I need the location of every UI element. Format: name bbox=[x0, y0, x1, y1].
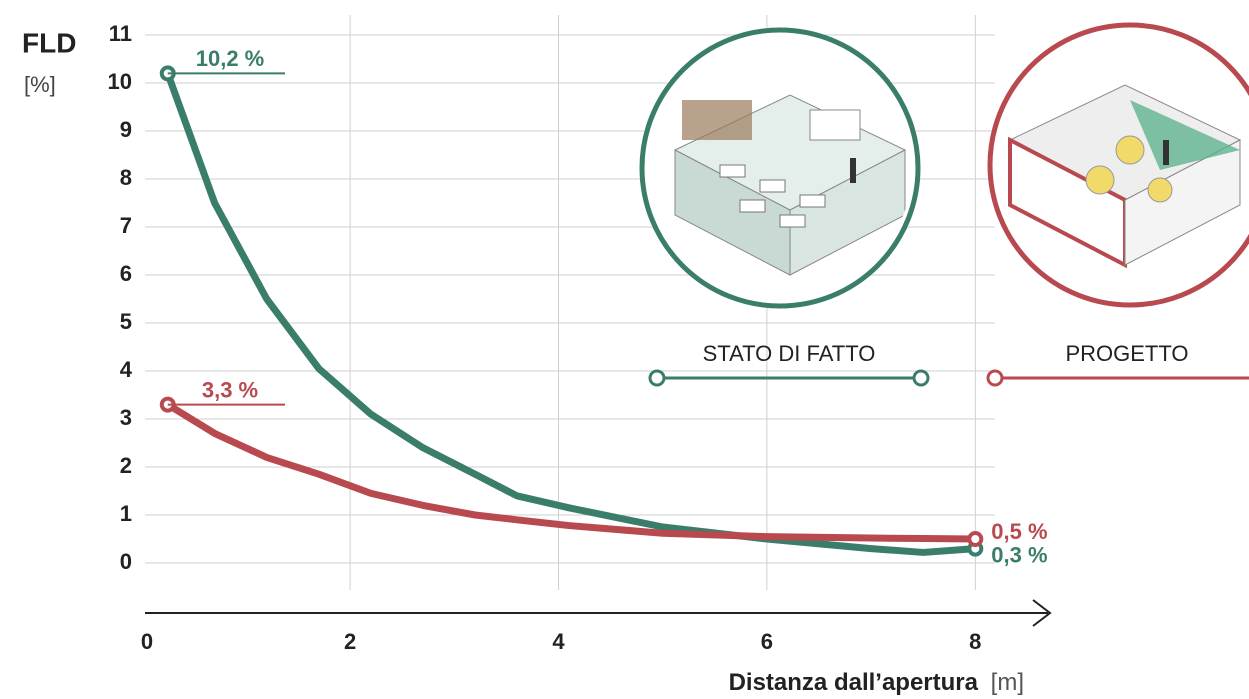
value-label: 0,3 % bbox=[991, 542, 1047, 567]
y-tick-label: 7 bbox=[120, 213, 132, 238]
legend-label: STATO DI FATTO bbox=[703, 341, 876, 366]
x-tick-label: 4 bbox=[552, 629, 565, 654]
x-unit: [m] bbox=[991, 669, 1024, 696]
y-tick-label: 10 bbox=[108, 69, 132, 94]
y-tick-label: 8 bbox=[120, 165, 132, 190]
x-tick-label: 8 bbox=[969, 629, 981, 654]
legend-label: PROGETTO bbox=[1065, 341, 1188, 366]
line bbox=[165, 401, 976, 543]
value-label: 0,5 % bbox=[991, 519, 1047, 544]
illustration-progetto bbox=[987, 22, 1249, 308]
y-tick-label: 4 bbox=[120, 357, 133, 382]
x-label: Distanza dall’apertura bbox=[729, 669, 979, 696]
y-tick-label: 0 bbox=[120, 549, 132, 574]
x-tick-label: 2 bbox=[344, 629, 356, 654]
x-axis-title: Distanza dall’apertura [m] bbox=[729, 669, 1024, 696]
value-label: 3,3 % bbox=[202, 377, 258, 402]
y-tick-label: 3 bbox=[120, 405, 132, 430]
x-axis-arrow bbox=[1032, 599, 1052, 627]
y-tick-label: 5 bbox=[120, 309, 132, 334]
y-tick-label: 11 bbox=[109, 21, 132, 46]
legend-marker bbox=[912, 369, 930, 387]
y-tick-label: 1 bbox=[120, 501, 132, 526]
value-label: 10,2 % bbox=[196, 46, 265, 71]
legend-marker bbox=[648, 369, 666, 387]
y-tick-label: 2 bbox=[120, 453, 132, 478]
x-tick-label: 6 bbox=[761, 629, 773, 654]
y-tick-label: 6 bbox=[120, 261, 132, 286]
illustration-stato bbox=[639, 27, 921, 309]
y-unit: [%] bbox=[24, 72, 56, 97]
line bbox=[164, 72, 976, 556]
y-label: FLD bbox=[22, 27, 76, 58]
point bbox=[967, 531, 984, 547]
y-tick-label: 9 bbox=[120, 117, 132, 142]
x-tick-label: 0 bbox=[141, 629, 153, 654]
legend-marker bbox=[986, 369, 1004, 387]
